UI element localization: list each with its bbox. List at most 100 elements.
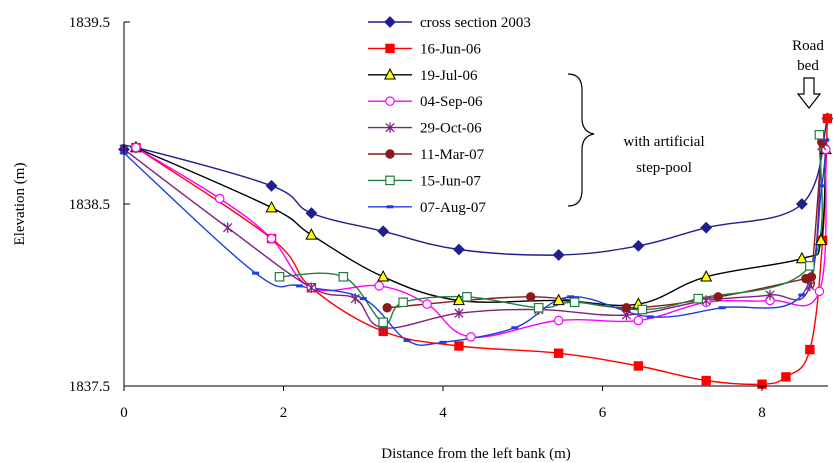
y-tick-label-2: 1839.5 xyxy=(69,15,110,31)
series-3-point-8 xyxy=(633,315,644,326)
series-6-point-1 xyxy=(338,272,349,282)
x-tick-label-1: 2 xyxy=(280,405,288,421)
series-line-7 xyxy=(123,140,827,346)
series-2-point-4 xyxy=(452,293,465,306)
series-7-point-10 xyxy=(798,293,806,297)
series-7-point-6 xyxy=(511,326,519,330)
x-ticks: 0 2 4 6 8 xyxy=(120,386,766,421)
series-line-5 xyxy=(387,142,823,309)
series-1-point-9 xyxy=(781,372,791,382)
series-7-point-11 xyxy=(818,184,826,188)
series-2-point-5 xyxy=(552,293,565,306)
series-7-point-8 xyxy=(646,315,654,319)
series-6-point-9 xyxy=(805,261,815,271)
bracket-label-line1: with artificial xyxy=(623,134,704,150)
road-bed-label-line1: Road xyxy=(792,38,824,54)
series-3-point-7 xyxy=(553,315,564,326)
series-6-point-0 xyxy=(274,272,285,282)
series-0-point-5 xyxy=(453,243,465,256)
series-0-point-8 xyxy=(700,221,713,234)
bracket-shape xyxy=(567,73,595,207)
legend-bracket: with artificial step-pool xyxy=(567,73,705,207)
x-tick-label-3: 6 xyxy=(599,405,607,421)
series-7-point-5 xyxy=(439,340,447,344)
road-bed-label-line2: bed xyxy=(797,58,819,74)
series-4-point-5 xyxy=(454,308,464,319)
series-6-point-4 xyxy=(462,292,472,302)
series-6-point-3 xyxy=(398,297,408,308)
series-6-point-6 xyxy=(569,297,580,308)
x-axis-title: Distance from the left bank (m) xyxy=(381,446,571,462)
series-5-point-2 xyxy=(621,303,632,313)
legend-swatch-marker-3 xyxy=(385,96,395,106)
series-4-point-9 xyxy=(765,289,775,301)
series-7-point-7 xyxy=(567,295,575,299)
legend: cross section 2003 16-Jun-06 19-Jul-06 04-S… xyxy=(368,15,531,216)
series-5-point-0 xyxy=(382,303,392,313)
series-7-point-4 xyxy=(403,339,411,342)
series-3-point-4 xyxy=(374,281,384,291)
series-3-point-5 xyxy=(422,299,432,309)
legend-label-0: cross section 2003 xyxy=(420,15,531,31)
bracket-label-line2: step-pool xyxy=(636,160,692,176)
series-7-point-3 xyxy=(359,297,367,301)
series-6-point-10 xyxy=(814,130,825,140)
plot-markers xyxy=(118,112,834,389)
series-1-point-7 xyxy=(701,375,711,386)
series-7-point-12 xyxy=(822,138,830,142)
series-1-point-10 xyxy=(805,344,815,355)
series-1-point-4 xyxy=(454,341,464,351)
x-tick-label-2: 4 xyxy=(439,405,447,421)
series-4-point-3 xyxy=(350,293,360,304)
series-2-point-2 xyxy=(305,228,318,240)
axes: 1837.5 1838.5 1839.5 0 2 4 6 8 xyxy=(69,15,828,421)
series-6-point-2 xyxy=(378,317,388,328)
series-6-point-7 xyxy=(637,304,648,315)
series-0-point-3 xyxy=(305,207,318,220)
series-0-point-9 xyxy=(795,198,808,210)
legend-label-4: 29-Oct-06 xyxy=(420,121,482,137)
y-tick-label-0: 1837.5 xyxy=(69,379,110,395)
y-axis-title: Elevation (m) xyxy=(12,163,28,246)
series-2-point-1 xyxy=(265,200,278,213)
series-4-point-2 xyxy=(306,282,317,293)
legend-swatch-marker-5 xyxy=(385,149,395,159)
series-5-point-3 xyxy=(713,292,723,302)
series-1-point-6 xyxy=(633,361,644,371)
series-3-point-6 xyxy=(466,332,476,342)
series-1-point-12 xyxy=(822,113,833,124)
legend-swatch-marker-6 xyxy=(385,175,395,186)
down-arrow-icon xyxy=(796,77,822,109)
legend-label-3: 04-Sep-06 xyxy=(420,94,483,110)
series-6-point-5 xyxy=(533,302,544,313)
x-tick-label-4: 8 xyxy=(758,405,766,421)
series-0-point-6 xyxy=(552,249,565,261)
series-line-6 xyxy=(279,134,823,324)
legend-swatch-marker-1 xyxy=(385,43,395,54)
series-0-point-2 xyxy=(265,179,278,192)
legend-label-2: 19-Jul-06 xyxy=(420,68,478,84)
legend-swatch-marker-4 xyxy=(385,122,395,133)
x-tick-label-0: 0 xyxy=(120,405,128,421)
series-0-point-4 xyxy=(377,225,390,238)
legend-label-1: 16-Jun-06 xyxy=(420,41,481,57)
series-0-point-7 xyxy=(632,239,645,252)
series-line-1 xyxy=(135,118,829,386)
legend-swatch-marker-2 xyxy=(383,68,397,80)
series-3-point-0 xyxy=(131,142,141,153)
series-7-point-9 xyxy=(718,306,726,310)
y-ticks: 1837.5 1838.5 1839.5 xyxy=(69,15,130,395)
series-7-point-2 xyxy=(295,284,303,288)
series-3-point-11 xyxy=(814,286,825,297)
legend-swatch-marker-0 xyxy=(384,16,396,28)
legend-label-5: 11-Mar-07 xyxy=(420,147,485,163)
series-4-point-1 xyxy=(223,222,233,233)
legend-label-6: 15-Jun-07 xyxy=(420,173,481,189)
series-5-point-1 xyxy=(526,292,536,302)
series-4-point-8 xyxy=(701,295,711,306)
series-2-point-3 xyxy=(377,270,390,282)
series-6-point-8 xyxy=(693,293,703,304)
series-5-point-5 xyxy=(806,272,817,282)
road-bed-annotation: Road bed xyxy=(792,38,824,109)
